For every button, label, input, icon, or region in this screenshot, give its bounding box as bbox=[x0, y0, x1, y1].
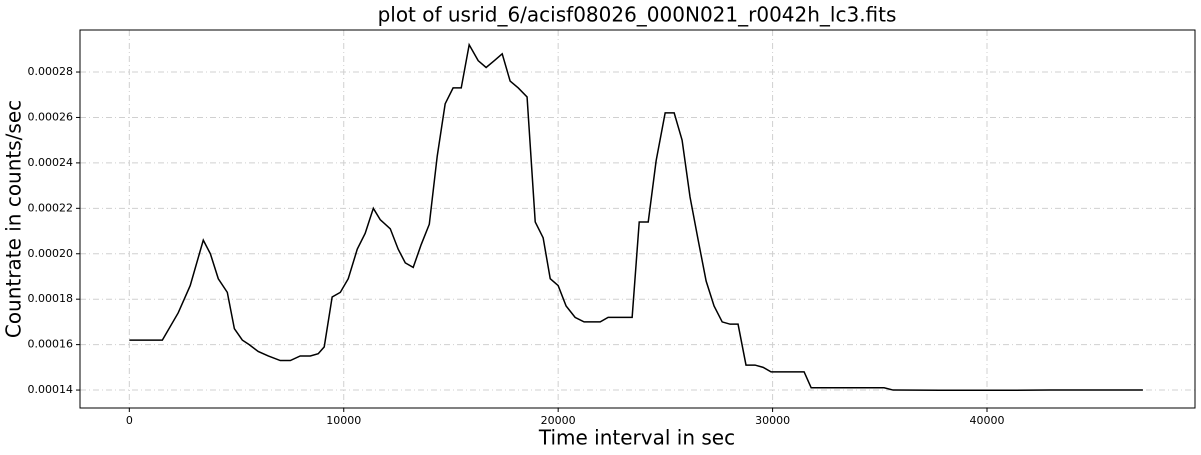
y-axis-label: Countrate in counts/sec bbox=[2, 100, 26, 338]
y-tick-label: 0.00028 bbox=[28, 65, 74, 78]
y-tick-label: 0.00020 bbox=[28, 247, 74, 260]
data-line bbox=[129, 42, 1143, 392]
y-tick-label: 0.00022 bbox=[28, 201, 74, 214]
chart-title: plot of usrid_6/acisf08026_000N021_r0042… bbox=[378, 3, 897, 27]
y-tick-label: 0.00016 bbox=[28, 338, 74, 351]
y-tick-label: 0.00014 bbox=[28, 383, 74, 396]
x-tick-label: 20000 bbox=[541, 414, 576, 427]
y-tick-label: 0.00024 bbox=[28, 156, 74, 169]
x-tick-label: 0 bbox=[126, 414, 133, 427]
x-tick-label: 40000 bbox=[970, 414, 1005, 427]
x-tick-label: 30000 bbox=[755, 414, 790, 427]
y-tick-label: 0.00026 bbox=[28, 110, 74, 123]
x-tick-label: 10000 bbox=[326, 414, 361, 427]
y-tick-label: 0.00018 bbox=[28, 292, 74, 305]
plot-frame bbox=[79, 29, 1196, 409]
x-axis-label: Time interval in sec bbox=[538, 426, 735, 450]
